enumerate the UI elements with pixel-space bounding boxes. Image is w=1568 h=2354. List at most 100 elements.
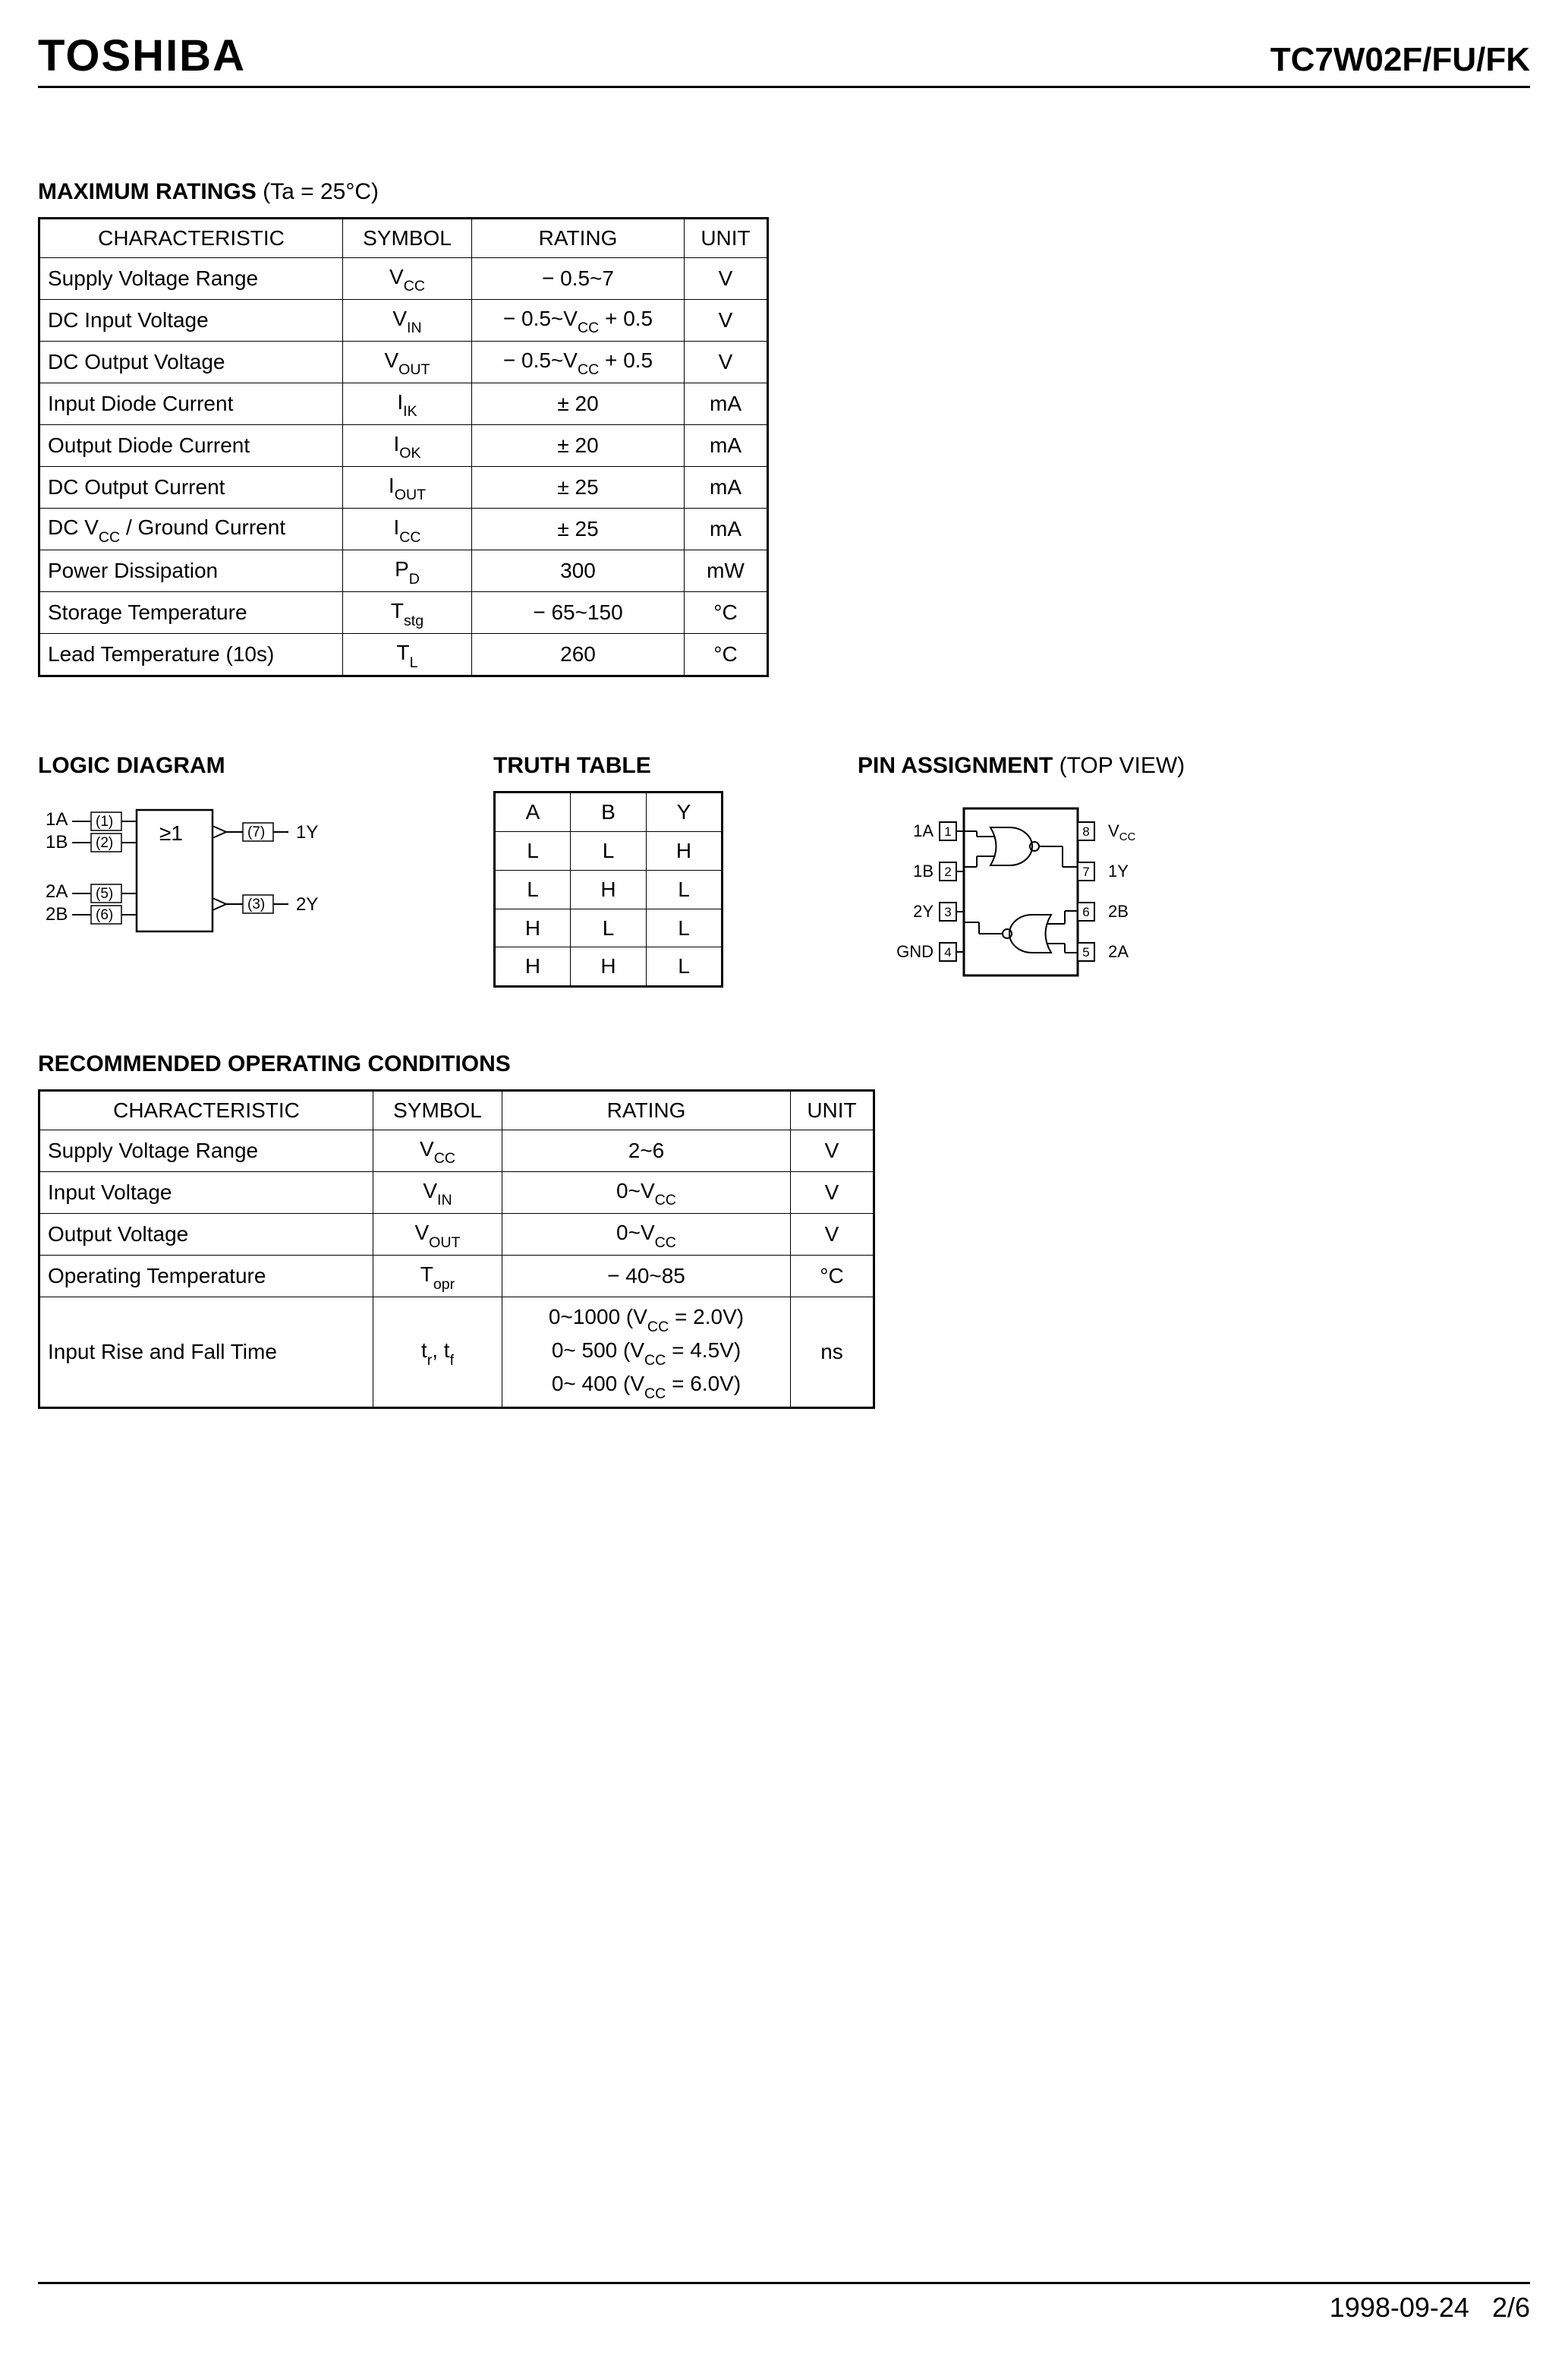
cell-unit: V — [791, 1130, 874, 1171]
table-row: Input Diode CurrentIIK± 20mA — [39, 383, 768, 424]
cell-char: DC Input Voltage — [39, 299, 343, 341]
cell-char: Power Dissipation — [39, 550, 343, 592]
cell-rating: − 65~150 — [472, 592, 685, 634]
cell-sym: VIN — [373, 1171, 502, 1213]
pin-assign-title: PIN ASSIGNMENT (TOP VIEW) — [858, 753, 1283, 779]
pin-1y: 1Y — [296, 822, 318, 843]
svg-text:3: 3 — [944, 905, 951, 919]
cell: H — [495, 909, 571, 947]
cell-sym: PD — [343, 550, 472, 592]
cell-char: Storage Temperature — [39, 592, 343, 634]
cell-unit: mA — [685, 508, 768, 550]
cell-unit: V — [791, 1171, 874, 1213]
cell-char: Output Voltage — [39, 1213, 373, 1255]
cell-char: Supply Voltage Range — [39, 1130, 373, 1171]
cell-sym: VCC — [373, 1130, 502, 1171]
cell-char: DC VCC / Ground Current — [39, 508, 343, 550]
table-row: Storage TemperatureTstg− 65~150°C — [39, 592, 768, 634]
max-ratings-cond: (Ta = 25°C) — [263, 179, 379, 204]
pin-2a: 2A — [46, 881, 68, 902]
cell-char: DC Output Current — [39, 466, 343, 508]
table-row: LHL — [495, 870, 723, 909]
cell-sym: VOUT — [343, 341, 472, 383]
cell-unit: mA — [685, 383, 768, 424]
cell-sym: TL — [343, 634, 472, 676]
cell-char: Output Diode Current — [39, 424, 343, 466]
svg-text:1A: 1A — [913, 821, 934, 840]
cell: H — [647, 831, 723, 870]
cell-rating: 0~VCC — [502, 1171, 791, 1213]
cell-unit: mA — [685, 424, 768, 466]
cell: L — [647, 870, 723, 909]
table-row: DC VCC / Ground CurrentICC± 25mA — [39, 508, 768, 550]
col-characteristic: CHARACTERISTIC — [39, 219, 343, 258]
cell-rating: ± 25 — [472, 466, 685, 508]
cell-unit: °C — [791, 1256, 874, 1297]
footer-date: 1998-09-24 — [1330, 2292, 1469, 2323]
cell-char: DC Output Voltage — [39, 341, 343, 383]
cell-char: Input Rise and Fall Time — [39, 1297, 373, 1408]
table-row: HHL — [495, 947, 723, 987]
col-unit: UNIT — [791, 1091, 874, 1130]
max-ratings-table: CHARACTERISTIC SYMBOL RATING UNIT Supply… — [38, 217, 769, 677]
cell: H — [571, 870, 647, 909]
pin-assign-text: PIN ASSIGNMENT — [858, 753, 1053, 778]
pin-1b: 1B — [46, 832, 68, 852]
svg-text:5: 5 — [1082, 945, 1089, 960]
cell-unit: ns — [791, 1297, 874, 1408]
cell-unit: V — [685, 257, 768, 299]
gate-symbol: ≥1 — [159, 821, 183, 845]
num-1b: (2) — [96, 835, 113, 851]
col-b: B — [571, 793, 647, 832]
table-row: Input Rise and Fall Timetr, tf0~1000 (VC… — [39, 1297, 874, 1408]
rec-title: RECOMMENDED OPERATING CONDITIONS — [38, 1051, 1530, 1077]
col-characteristic: CHARACTERISTIC — [39, 1091, 373, 1130]
page-header: TOSHIBA TC7W02F/FU/FK — [38, 30, 1530, 88]
table-row: Power DissipationPD300mW — [39, 550, 768, 592]
cell-sym: Topr — [373, 1256, 502, 1297]
table-row: Input VoltageVIN0~VCCV — [39, 1171, 874, 1213]
cell-rating: 2~6 — [502, 1130, 791, 1171]
cell-rating: ± 25 — [472, 508, 685, 550]
svg-text:6: 6 — [1082, 905, 1089, 919]
table-row: Operating TemperatureTopr− 40~85°C — [39, 1256, 874, 1297]
cell: H — [571, 947, 647, 987]
svg-text:2Y: 2Y — [913, 902, 934, 921]
col-rating: RATING — [502, 1091, 791, 1130]
col-y: Y — [647, 793, 723, 832]
num-2b: (6) — [96, 907, 113, 923]
table-row: HLL — [495, 909, 723, 947]
max-ratings-text: MAXIMUM RATINGS — [38, 179, 257, 204]
cell: L — [495, 870, 571, 909]
table-header-row: CHARACTERISTIC SYMBOL RATING UNIT — [39, 1091, 874, 1130]
cell-rating: ± 20 — [472, 424, 685, 466]
cell-rating: − 0.5~VCC + 0.5 — [472, 299, 685, 341]
page-footer: 1998-09-24 2/6 — [38, 2282, 1530, 2324]
cell-sym: tr, tf — [373, 1297, 502, 1408]
cell-sym: IOUT — [343, 466, 472, 508]
cell-rating: 0~VCC — [502, 1213, 791, 1255]
svg-text:2: 2 — [944, 865, 951, 879]
num-2a: (5) — [96, 886, 113, 902]
cell-char: Supply Voltage Range — [39, 257, 343, 299]
cell-char: Input Voltage — [39, 1171, 373, 1213]
svg-text:2B: 2B — [1108, 902, 1129, 921]
pin-diagram-svg: 11A21B32Y4GND 8VCC71Y62B52A — [858, 797, 1176, 987]
table-row: LLH — [495, 831, 723, 870]
col-unit: UNIT — [685, 219, 768, 258]
cell-rating: 0~1000 (VCC = 2.0V)0~ 500 (VCC = 4.5V)0~… — [502, 1297, 791, 1408]
table-header-row: A B Y — [495, 793, 723, 832]
col-symbol: SYMBOL — [343, 219, 472, 258]
logic-diagram-title: LOGIC DIAGRAM — [38, 753, 402, 779]
cell-unit: °C — [685, 634, 768, 676]
cell-unit: °C — [685, 592, 768, 634]
cell: L — [647, 909, 723, 947]
svg-text:1B: 1B — [913, 862, 934, 881]
cell-rating: − 0.5~VCC + 0.5 — [472, 341, 685, 383]
brand-logo: TOSHIBA — [38, 30, 246, 81]
cell-rating: − 40~85 — [502, 1256, 791, 1297]
col-symbol: SYMBOL — [373, 1091, 502, 1130]
cell-sym: VOUT — [373, 1213, 502, 1255]
table-row: DC Output VoltageVOUT− 0.5~VCC + 0.5V — [39, 341, 768, 383]
cell-unit: V — [685, 341, 768, 383]
